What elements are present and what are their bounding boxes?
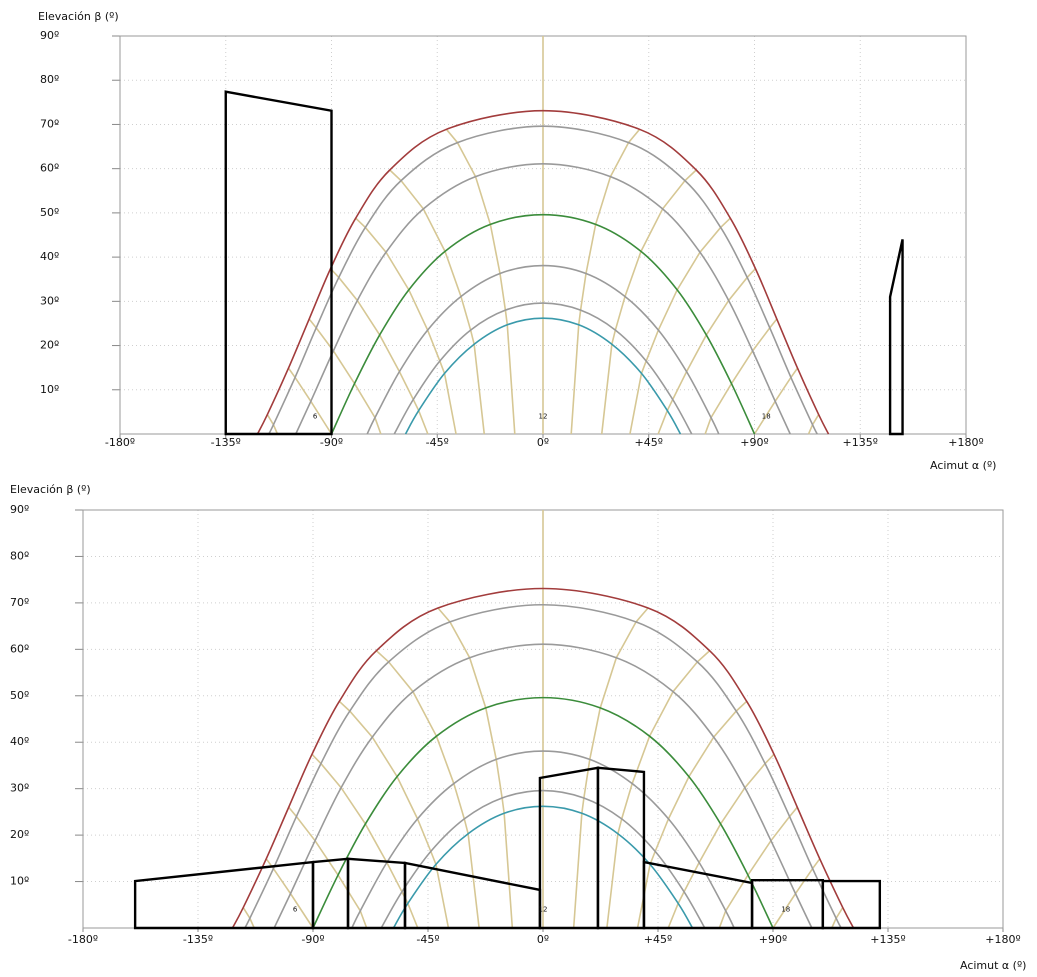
- sun-path-curve: [380, 789, 706, 929]
- y-tick-label: 20º: [40, 339, 59, 352]
- x-axis-title: Acimut α (º): [960, 959, 1026, 972]
- y-tick-label: 10º: [40, 383, 59, 396]
- x-tick-label: -45º: [416, 933, 439, 946]
- hour-line: [753, 367, 799, 435]
- y-tick-label: 60º: [10, 642, 29, 655]
- sun-path-curve: [273, 643, 813, 929]
- x-tick-label: +135º: [843, 436, 878, 449]
- x-tick-label: -90º: [320, 436, 343, 449]
- hour-line: [718, 806, 798, 929]
- sun-path-curve: [404, 317, 682, 435]
- hour-line: [355, 217, 457, 435]
- y-tick-label: 50º: [10, 689, 29, 702]
- sun-path-curve: [366, 264, 720, 435]
- y-tick-label: 70º: [40, 117, 59, 130]
- hour-line: [308, 318, 382, 435]
- x-tick-label: +45º: [644, 933, 672, 946]
- y-tick-label: 70º: [10, 596, 29, 609]
- sun-path-curve: [268, 125, 818, 435]
- y-tick-label: 90º: [40, 29, 59, 42]
- sun-path-curve: [231, 587, 855, 929]
- hour-line: [445, 128, 516, 435]
- obstacle: [224, 90, 333, 436]
- sun-path-curve: [256, 109, 830, 435]
- sun-path-curve: [330, 213, 756, 435]
- x-tick-label: +135º: [870, 933, 905, 946]
- hour-line: [657, 268, 757, 435]
- y-tick-label: 30º: [40, 294, 59, 307]
- obstacle: [821, 879, 882, 930]
- sun-path-curve: [393, 302, 693, 435]
- hour-line: [311, 753, 419, 929]
- x-tick-label: -135º: [211, 436, 241, 449]
- y-tick-label: 80º: [10, 549, 29, 562]
- x-tick-label: -135º: [183, 933, 213, 946]
- hour-line: [606, 650, 711, 929]
- y-tick-label: 30º: [10, 782, 29, 795]
- obstacle: [596, 766, 646, 930]
- y-axis-title: Elevación β (º): [10, 483, 91, 496]
- hour-line: [375, 650, 480, 929]
- sun-path-curve: [392, 805, 694, 929]
- sun-path-curve: [312, 696, 774, 929]
- hour-line: [329, 268, 429, 435]
- hour-line: [265, 858, 314, 929]
- x-tick-label: +180º: [948, 436, 983, 449]
- hour-line: [704, 318, 778, 435]
- x-tick-label: -180º: [105, 436, 135, 449]
- x-tick-label: 0º: [537, 436, 549, 449]
- hour-label: 18: [762, 412, 771, 420]
- hour-line: [600, 169, 697, 435]
- hour-line: [287, 367, 333, 435]
- hour-line: [389, 169, 486, 435]
- x-tick-label: -45º: [426, 436, 449, 449]
- obstacle: [888, 239, 904, 436]
- hour-line: [629, 217, 731, 435]
- hour-label: 12: [539, 412, 548, 420]
- x-tick-label: +45º: [635, 436, 663, 449]
- y-tick-label: 20º: [10, 828, 29, 841]
- hour-label: 6: [293, 905, 298, 913]
- hour-label: 18: [781, 905, 790, 913]
- x-tick-label: -180º: [68, 933, 98, 946]
- y-tick-label: 10º: [10, 875, 29, 888]
- x-tick-label: +90º: [759, 933, 787, 946]
- y-tick-label: 40º: [40, 250, 59, 263]
- x-axis-title: Acimut α (º): [930, 459, 996, 472]
- hour-line: [570, 128, 641, 435]
- y-tick-label: 80º: [40, 73, 59, 86]
- y-tick-label: 40º: [10, 735, 29, 748]
- y-tick-label: 60º: [40, 162, 59, 175]
- hour-label: 12: [539, 905, 548, 913]
- y-tick-label: 50º: [40, 206, 59, 219]
- x-tick-label: -90º: [301, 933, 324, 946]
- x-tick-label: +180º: [985, 933, 1020, 946]
- x-tick-label: +90º: [740, 436, 768, 449]
- y-tick-label: 90º: [10, 503, 29, 516]
- x-tick-label: 0º: [537, 933, 549, 946]
- hour-line: [572, 607, 649, 929]
- hour-line: [437, 607, 514, 929]
- hour-line: [338, 700, 450, 929]
- sun-path-curve: [244, 603, 842, 929]
- hour-line: [288, 806, 368, 929]
- sun-path-curve: [295, 163, 791, 435]
- y-axis-title: Elevación β (º): [38, 10, 119, 23]
- hour-line: [667, 753, 775, 929]
- hour-label: 6: [313, 412, 318, 420]
